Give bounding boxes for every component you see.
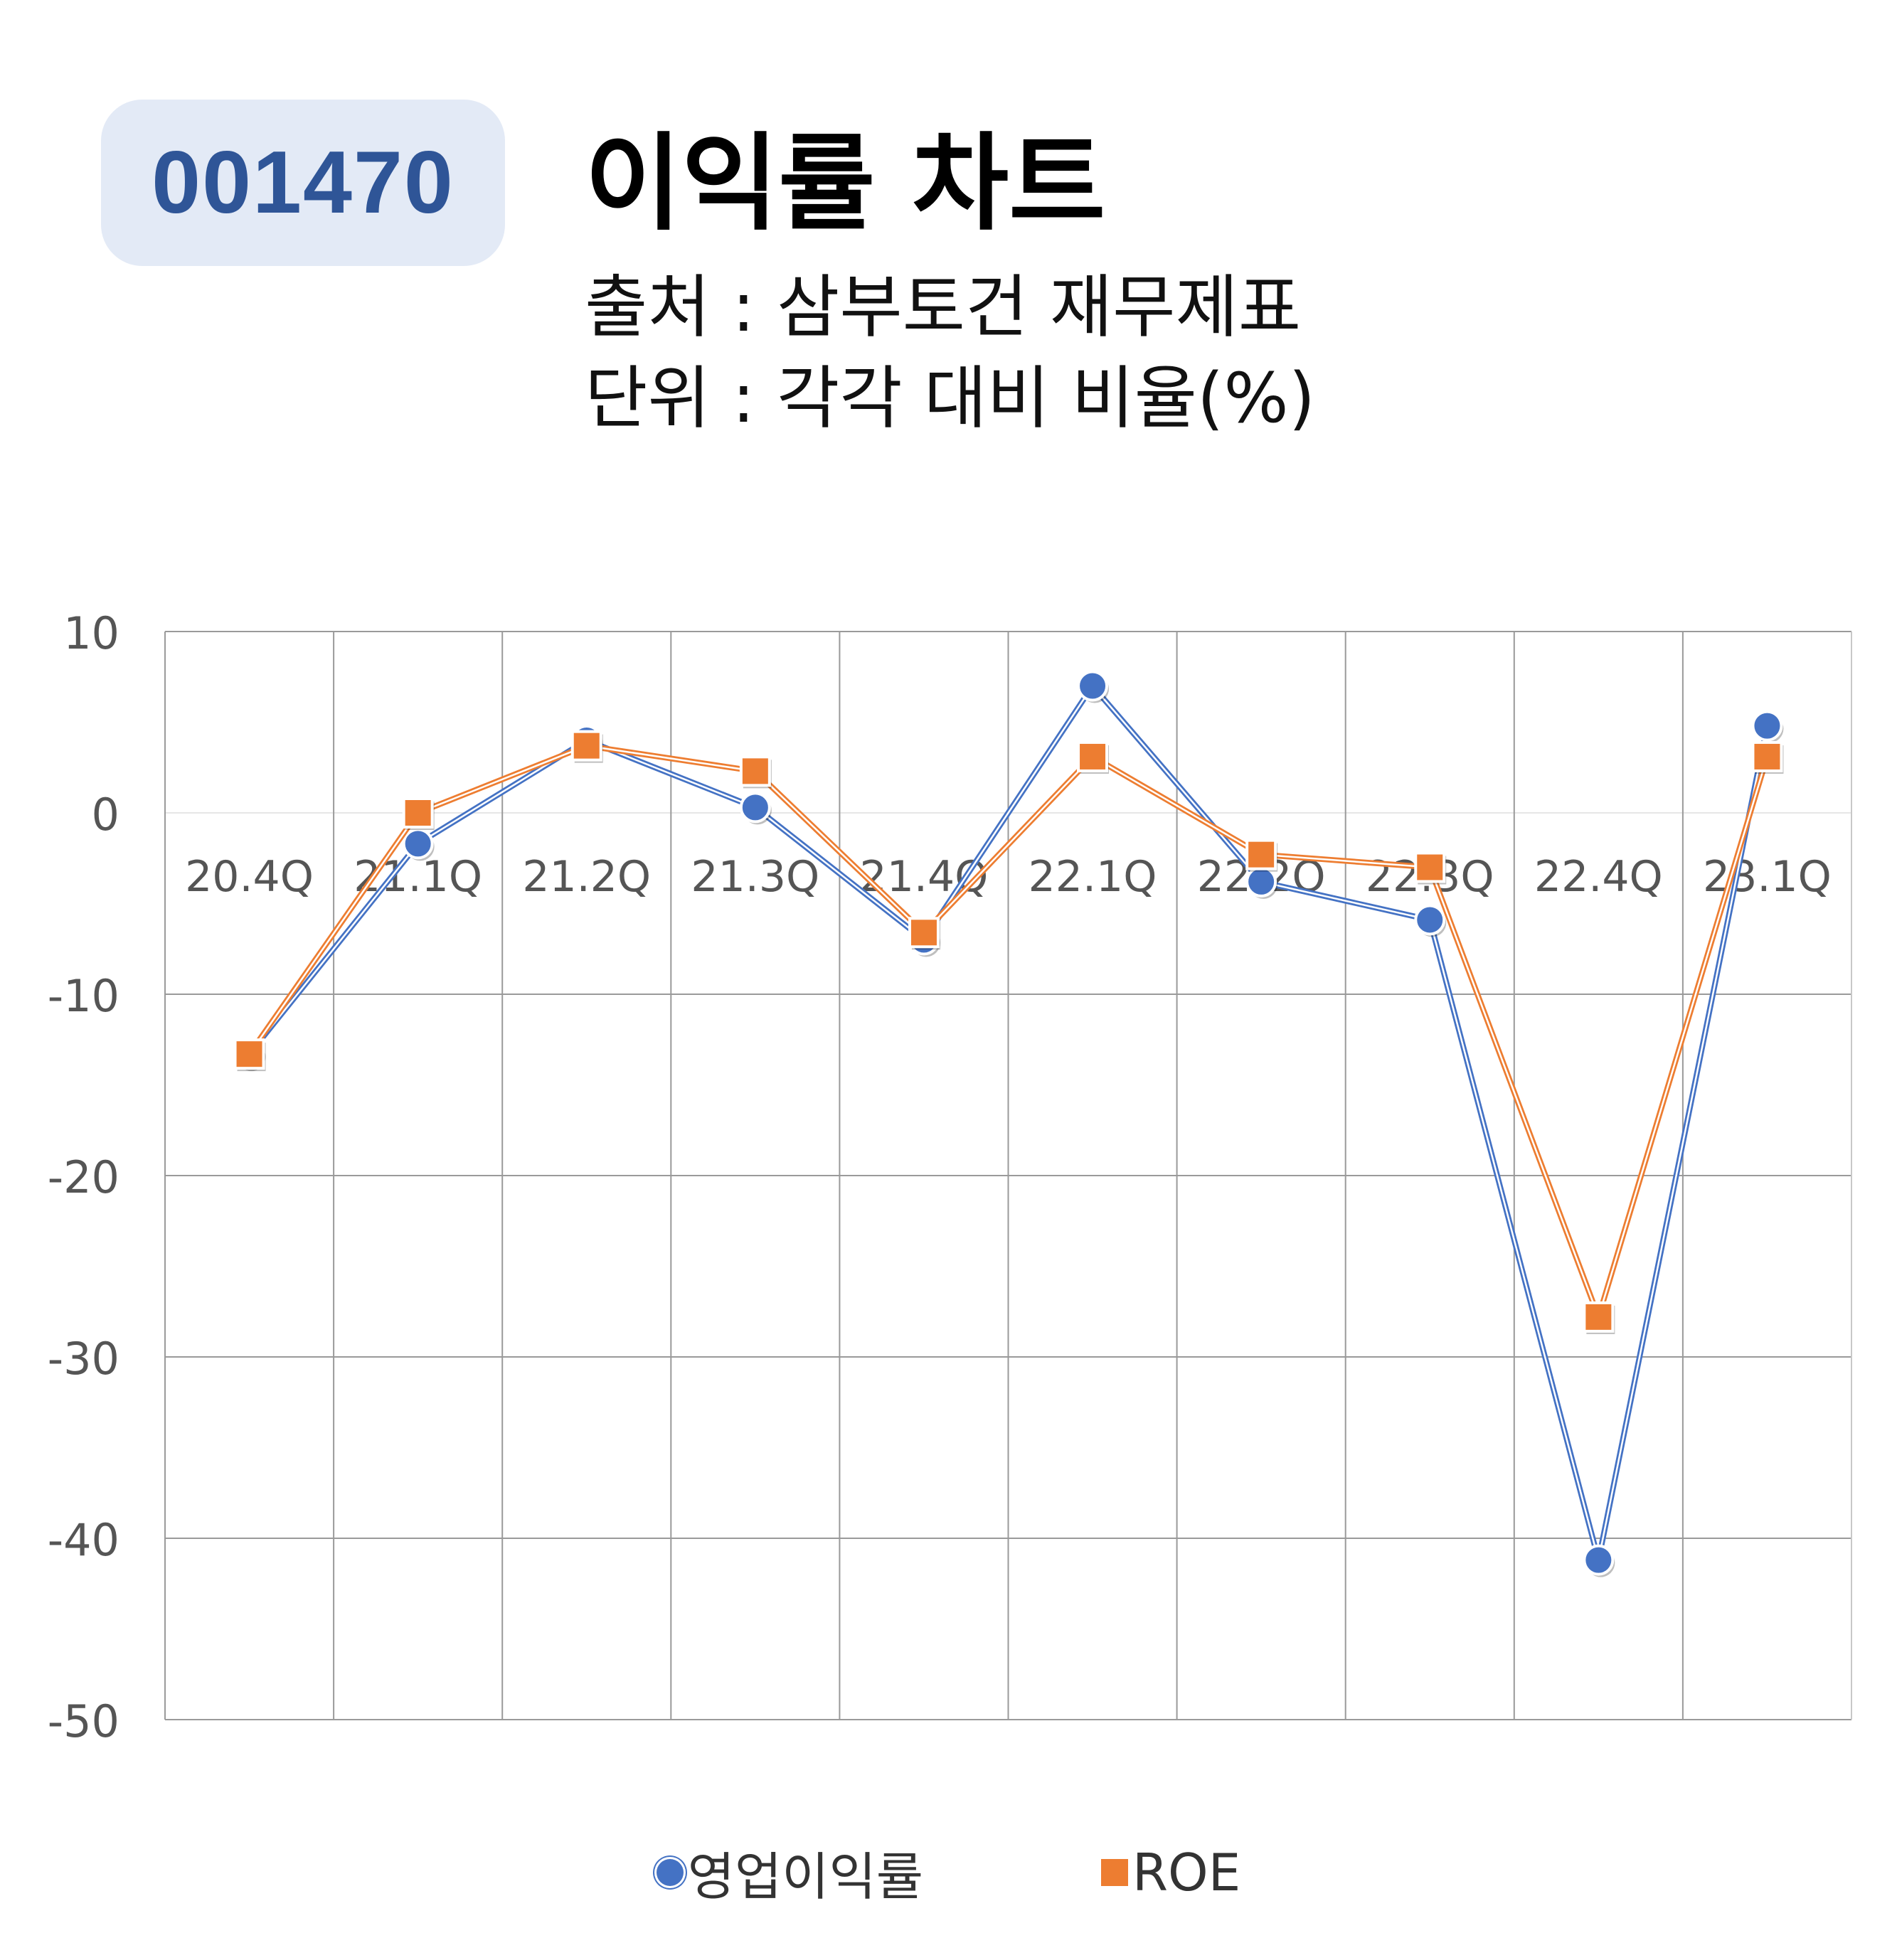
- data-point: [908, 917, 940, 949]
- x-axis-ticks: 20.4Q21.1Q21.2Q21.3Q21.4Q22.1Q22.2Q22.3Q…: [185, 852, 1832, 902]
- data-point: [1077, 740, 1109, 772]
- data-point: [739, 755, 771, 787]
- circle-marker-icon: [656, 1858, 684, 1886]
- legend-label: 영업이익률: [687, 1847, 923, 1907]
- data-point: [1583, 1544, 1615, 1576]
- stock-code: 001470: [152, 134, 455, 232]
- series-operating-margin: [233, 670, 1784, 1577]
- y-tick-label: -20: [48, 1151, 119, 1203]
- data-point: [739, 792, 771, 824]
- data-point: [570, 730, 602, 762]
- y-tick-label: -40: [48, 1514, 119, 1566]
- legend-item-roe: ROE: [1101, 1835, 1240, 1910]
- series-line-core: [248, 685, 1768, 1561]
- series-line-core: [248, 745, 1768, 1319]
- x-tick-label: 21.2Q: [522, 852, 651, 902]
- y-axis-ticks: 10 0 -10 -20 -30 -40 -50: [48, 607, 119, 1747]
- data-point: [1414, 851, 1446, 883]
- stock-code-badge: 001470: [101, 100, 505, 266]
- data-point: [1414, 904, 1446, 936]
- source-label: 출처 : 삼부토건 재무제표: [585, 267, 1302, 347]
- x-tick-label: 21.3Q: [691, 852, 819, 902]
- data-point: [1245, 866, 1277, 898]
- unit-label: 단위 : 각각 대비 비율(%): [585, 358, 1316, 438]
- x-tick-label: 23.1Q: [1703, 852, 1832, 902]
- legend-label: ROE: [1132, 1842, 1241, 1902]
- y-tick-label: 0: [92, 789, 119, 841]
- data-point: [1751, 740, 1783, 772]
- chart-title: 이익률 차트: [585, 122, 1106, 245]
- legend-item-operating-margin: 영업이익률: [656, 1835, 923, 1910]
- data-point: [233, 1038, 265, 1070]
- series-roe: [233, 730, 1784, 1334]
- data-point: [1245, 838, 1277, 870]
- data-point: [1751, 710, 1783, 742]
- x-tick-label: 22.4Q: [1534, 852, 1663, 902]
- y-tick-label: -10: [48, 970, 119, 1022]
- chart-legend: 영업이익률 ROE: [0, 1835, 1897, 1910]
- x-tick-label: 22.1Q: [1029, 852, 1157, 902]
- data-point: [402, 797, 434, 829]
- chart-series: [233, 670, 1784, 1577]
- y-tick-label: -50: [48, 1695, 119, 1747]
- y-tick-label: -30: [48, 1333, 119, 1385]
- square-marker-icon: [1101, 1858, 1128, 1886]
- data-point: [1077, 670, 1109, 702]
- y-tick-label: 10: [63, 607, 119, 659]
- x-tick-label: 20.4Q: [185, 852, 314, 902]
- data-point: [1583, 1301, 1615, 1333]
- data-point: [402, 828, 434, 860]
